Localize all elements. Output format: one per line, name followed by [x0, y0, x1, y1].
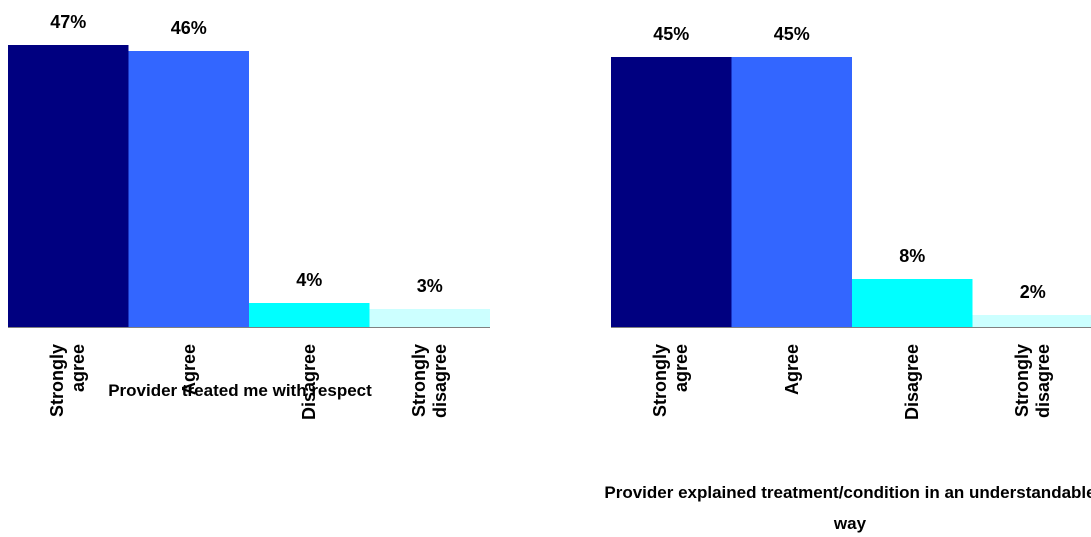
bar — [128, 51, 249, 327]
bar — [852, 279, 973, 327]
value-label: 45% — [653, 24, 690, 44]
chart-title: Provider treated me with respect — [108, 381, 372, 400]
category-text: Disagree — [901, 344, 922, 421]
value-label: 47% — [50, 12, 87, 32]
value-label: 2% — [1019, 282, 1046, 302]
category-label: Strongly disagree — [1003, 344, 1063, 456]
category-label: Disagree — [882, 344, 942, 456]
value-label: 8% — [899, 246, 926, 266]
bar — [972, 315, 1091, 327]
value-label: 46% — [170, 18, 207, 38]
value-label: 4% — [296, 270, 323, 290]
category-label: Agree — [762, 344, 822, 456]
category-text: Strongly disagree — [1011, 344, 1053, 419]
bar — [369, 309, 490, 327]
chart-title: Provider explained treatment/condition i… — [604, 483, 1091, 533]
bar — [611, 57, 732, 327]
bar — [8, 45, 129, 327]
bar — [249, 303, 370, 327]
category-label: Strongly agree — [641, 344, 701, 456]
value-label: 3% — [416, 276, 443, 296]
category-text: Strongly agree — [650, 344, 692, 418]
value-label: 45% — [773, 24, 810, 44]
category-text: Agree — [781, 344, 802, 396]
bar — [731, 57, 852, 327]
